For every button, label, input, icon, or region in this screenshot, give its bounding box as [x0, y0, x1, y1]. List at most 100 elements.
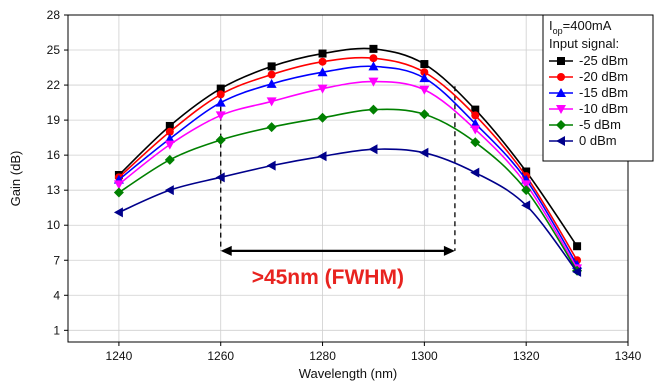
- series-line: [118, 148, 578, 273]
- data-point: [419, 109, 430, 120]
- x-tick-label: 1260: [207, 349, 234, 363]
- y-tick-label: 4: [53, 288, 60, 302]
- legend-label: -20 dBm: [579, 69, 628, 84]
- data-point: [419, 73, 430, 83]
- legend-marker: [556, 120, 566, 130]
- data-point: [368, 77, 379, 87]
- data-point: [266, 78, 277, 88]
- y-tick-label: 22: [47, 78, 61, 92]
- legend-title-input-signal: Input signal:: [549, 36, 619, 51]
- legend-marker: [557, 73, 565, 81]
- data-point: [164, 140, 175, 150]
- data-point: [420, 60, 429, 69]
- y-tick-label: 19: [47, 113, 61, 127]
- data-point: [113, 180, 124, 190]
- data-point: [521, 180, 532, 190]
- data-point: [368, 61, 379, 71]
- y-tick-label: 10: [47, 218, 61, 232]
- x-tick-label: 1300: [411, 349, 438, 363]
- data-point: [368, 104, 379, 115]
- y-axis-title: Gain (dB): [8, 151, 23, 207]
- data-point: [470, 167, 480, 178]
- legend-box: [542, 14, 654, 162]
- data-point: [369, 44, 378, 53]
- data-point: [317, 84, 328, 94]
- data-point: [470, 125, 481, 135]
- data-point: [216, 84, 225, 93]
- series-line: [118, 80, 578, 269]
- data-point: [521, 185, 532, 196]
- data-point: [215, 134, 226, 145]
- axes: 1240 1260 1280 1300 1320 1340 1 4 7 10 13 16 19 22 25 2…: [8, 8, 642, 381]
- series-line: [118, 108, 578, 272]
- legend-label: -5 dBm: [579, 117, 621, 132]
- data-point: [266, 122, 277, 133]
- fwhm-arrow-right-head: [443, 245, 455, 256]
- legend-label: -25 dBm: [579, 53, 628, 68]
- legend-label: -15 dBm: [579, 85, 628, 100]
- data-point: [470, 118, 481, 128]
- data-point: [521, 200, 531, 211]
- fwhm-arrow-left-head: [220, 245, 232, 256]
- data-point: [419, 147, 429, 158]
- data-point: [164, 185, 174, 196]
- x-tick-label: 1340: [615, 349, 642, 363]
- annotation-group: >45nm (FWHM): [220, 86, 456, 289]
- x-axis-title: Wavelength (nm): [299, 366, 398, 381]
- legend-label: 0 dBm: [579, 133, 617, 148]
- legend-label: -10 dBm: [579, 101, 628, 116]
- data-point: [572, 266, 582, 277]
- data-point: [522, 167, 531, 176]
- legend-marker: [557, 57, 565, 65]
- data-point: [318, 49, 327, 58]
- series-20-dbm: [114, 54, 582, 265]
- data-point: [317, 151, 327, 162]
- data-point: [266, 160, 276, 171]
- legend-title-current: Iop=400mA: [549, 18, 612, 36]
- data-point: [165, 127, 174, 136]
- plot-frame: [67, 14, 629, 343]
- y-tick-label: 1: [53, 323, 60, 337]
- y-tick-label: 25: [47, 43, 61, 57]
- data-point: [420, 68, 429, 77]
- data-point: [573, 242, 582, 251]
- y-tick-label: 13: [47, 183, 61, 197]
- data-point: [165, 121, 174, 130]
- data-point: [368, 144, 378, 155]
- data-point: [113, 187, 124, 198]
- legend-marker: [556, 105, 566, 114]
- data-point: [266, 97, 277, 107]
- data-point: [164, 133, 175, 143]
- y-tick-label: 28: [47, 8, 61, 22]
- data-point: [369, 54, 378, 63]
- data-point: [318, 57, 327, 66]
- data-point: [215, 97, 226, 107]
- data-point: [215, 111, 226, 121]
- legend-marker: [556, 136, 565, 146]
- data-point: [317, 112, 328, 123]
- data-point: [216, 90, 225, 99]
- data-point: [113, 207, 123, 218]
- data-point: [317, 67, 328, 77]
- series-25-dbm: [114, 44, 582, 251]
- data-series: [113, 44, 583, 277]
- legend-item-25-dbm: -25 dBm: [549, 53, 628, 68]
- x-tick-label: 1320: [513, 349, 540, 363]
- fwhm-annotation-text: >45nm (FWHM): [252, 266, 404, 289]
- legend-item-10-dbm: -10 dBm: [549, 101, 628, 116]
- x-tick-label: 1280: [309, 349, 336, 363]
- legend-marker: [556, 88, 566, 97]
- data-point: [471, 111, 480, 120]
- series-10-dbm: [113, 77, 583, 274]
- data-point: [215, 172, 225, 183]
- series-line: [118, 56, 578, 261]
- series-line: [118, 47, 578, 247]
- data-point: [267, 70, 276, 79]
- series-5-dbm: [113, 104, 583, 276]
- x-tick-label: 1240: [106, 349, 133, 363]
- legend-item-0-dbm: 0 dBm: [549, 133, 617, 148]
- series-line: [118, 65, 578, 266]
- series-0-dbm: [113, 144, 582, 277]
